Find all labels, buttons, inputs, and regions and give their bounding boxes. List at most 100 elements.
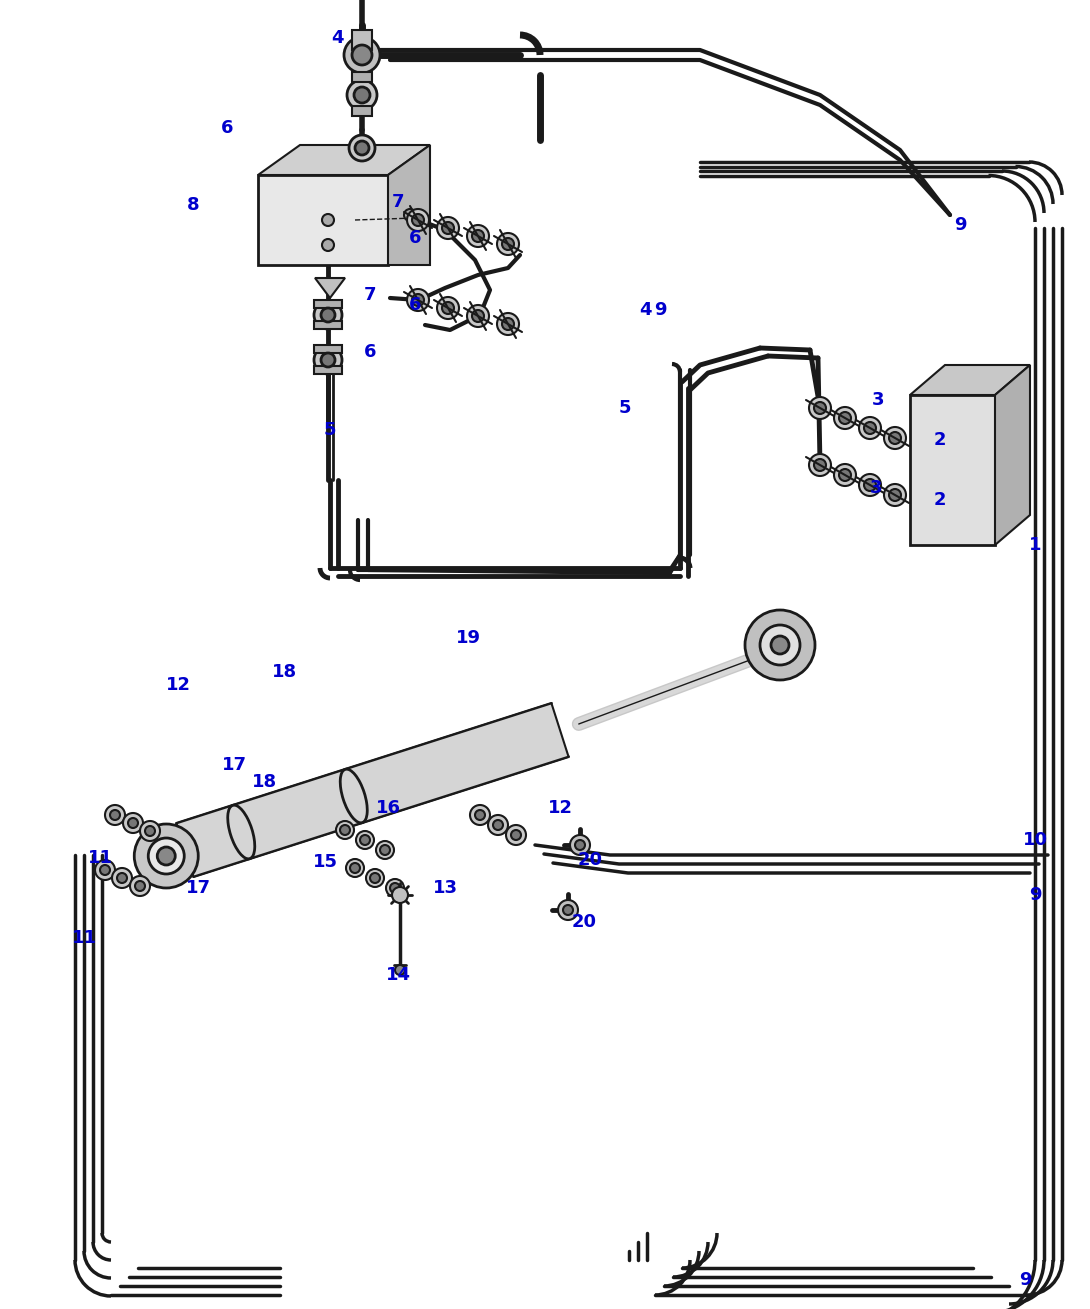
Circle shape: [834, 407, 856, 429]
Text: 19: 19: [456, 630, 481, 647]
Circle shape: [370, 873, 380, 884]
Text: 4: 4: [639, 301, 651, 319]
Circle shape: [105, 805, 125, 825]
Circle shape: [392, 888, 408, 903]
Circle shape: [771, 636, 789, 654]
Circle shape: [110, 810, 120, 819]
Circle shape: [809, 397, 831, 419]
Text: 6: 6: [221, 119, 233, 137]
Text: 15: 15: [313, 853, 338, 870]
Text: 3: 3: [872, 391, 884, 408]
Circle shape: [360, 835, 370, 846]
Circle shape: [437, 217, 459, 240]
Circle shape: [570, 835, 590, 855]
Circle shape: [390, 884, 400, 893]
Circle shape: [404, 209, 416, 221]
Polygon shape: [258, 145, 429, 175]
Circle shape: [145, 826, 155, 836]
Circle shape: [809, 454, 831, 476]
Circle shape: [437, 297, 459, 319]
Circle shape: [336, 821, 354, 839]
Circle shape: [884, 484, 906, 507]
Circle shape: [395, 965, 405, 975]
Polygon shape: [315, 278, 346, 298]
Text: 6: 6: [409, 229, 421, 247]
Polygon shape: [910, 365, 1030, 395]
Circle shape: [412, 295, 424, 306]
Circle shape: [148, 838, 184, 874]
Text: 5: 5: [324, 421, 336, 439]
Circle shape: [407, 209, 429, 230]
Bar: [352, 30, 372, 50]
Text: 9: 9: [1019, 1271, 1031, 1289]
Circle shape: [493, 819, 502, 830]
Circle shape: [112, 868, 132, 888]
Circle shape: [814, 402, 826, 414]
Text: 13: 13: [433, 880, 458, 897]
Circle shape: [497, 233, 519, 255]
Text: 7: 7: [364, 285, 376, 304]
Polygon shape: [388, 145, 429, 264]
Circle shape: [123, 813, 143, 833]
Circle shape: [859, 474, 881, 496]
Circle shape: [502, 318, 514, 330]
Circle shape: [889, 490, 901, 501]
Text: 6: 6: [409, 296, 421, 314]
Circle shape: [472, 310, 484, 322]
Circle shape: [134, 823, 198, 888]
Circle shape: [412, 213, 424, 226]
Text: 17: 17: [185, 880, 210, 897]
Bar: [352, 72, 372, 82]
Circle shape: [130, 876, 150, 895]
Text: 20: 20: [571, 912, 596, 931]
Circle shape: [407, 289, 429, 312]
Circle shape: [864, 479, 876, 491]
Text: 9: 9: [1029, 886, 1041, 905]
Circle shape: [314, 301, 342, 329]
Polygon shape: [177, 703, 569, 877]
Text: 17: 17: [221, 757, 246, 774]
Circle shape: [839, 469, 851, 480]
Bar: [910, 395, 995, 545]
Circle shape: [558, 901, 578, 920]
Text: 18: 18: [252, 774, 277, 791]
Circle shape: [376, 840, 393, 859]
Bar: [314, 300, 342, 308]
Circle shape: [322, 213, 334, 226]
Circle shape: [320, 353, 335, 367]
Circle shape: [889, 432, 901, 444]
Text: 16: 16: [375, 798, 400, 817]
Circle shape: [135, 881, 145, 891]
Circle shape: [95, 860, 116, 880]
Circle shape: [470, 805, 491, 825]
Circle shape: [128, 818, 138, 829]
Circle shape: [834, 463, 856, 486]
Circle shape: [859, 418, 881, 439]
Polygon shape: [995, 365, 1030, 545]
Circle shape: [322, 240, 334, 251]
Text: 2: 2: [934, 431, 946, 449]
Text: 3: 3: [870, 479, 882, 497]
Bar: [314, 367, 342, 374]
Circle shape: [564, 905, 573, 915]
Circle shape: [349, 135, 375, 161]
Circle shape: [744, 610, 815, 679]
Circle shape: [356, 831, 374, 850]
Text: 4: 4: [330, 29, 343, 47]
Text: 12: 12: [547, 798, 572, 817]
Circle shape: [467, 225, 489, 247]
Circle shape: [344, 37, 380, 73]
Text: 18: 18: [271, 662, 296, 681]
Circle shape: [884, 427, 906, 449]
Circle shape: [443, 223, 455, 234]
Circle shape: [100, 865, 110, 874]
Circle shape: [117, 873, 128, 884]
Circle shape: [488, 816, 508, 835]
Circle shape: [354, 86, 370, 103]
Circle shape: [347, 80, 377, 110]
Circle shape: [350, 863, 360, 873]
Circle shape: [467, 305, 489, 327]
Circle shape: [340, 825, 350, 835]
Text: 11: 11: [72, 929, 97, 946]
Circle shape: [497, 313, 519, 335]
